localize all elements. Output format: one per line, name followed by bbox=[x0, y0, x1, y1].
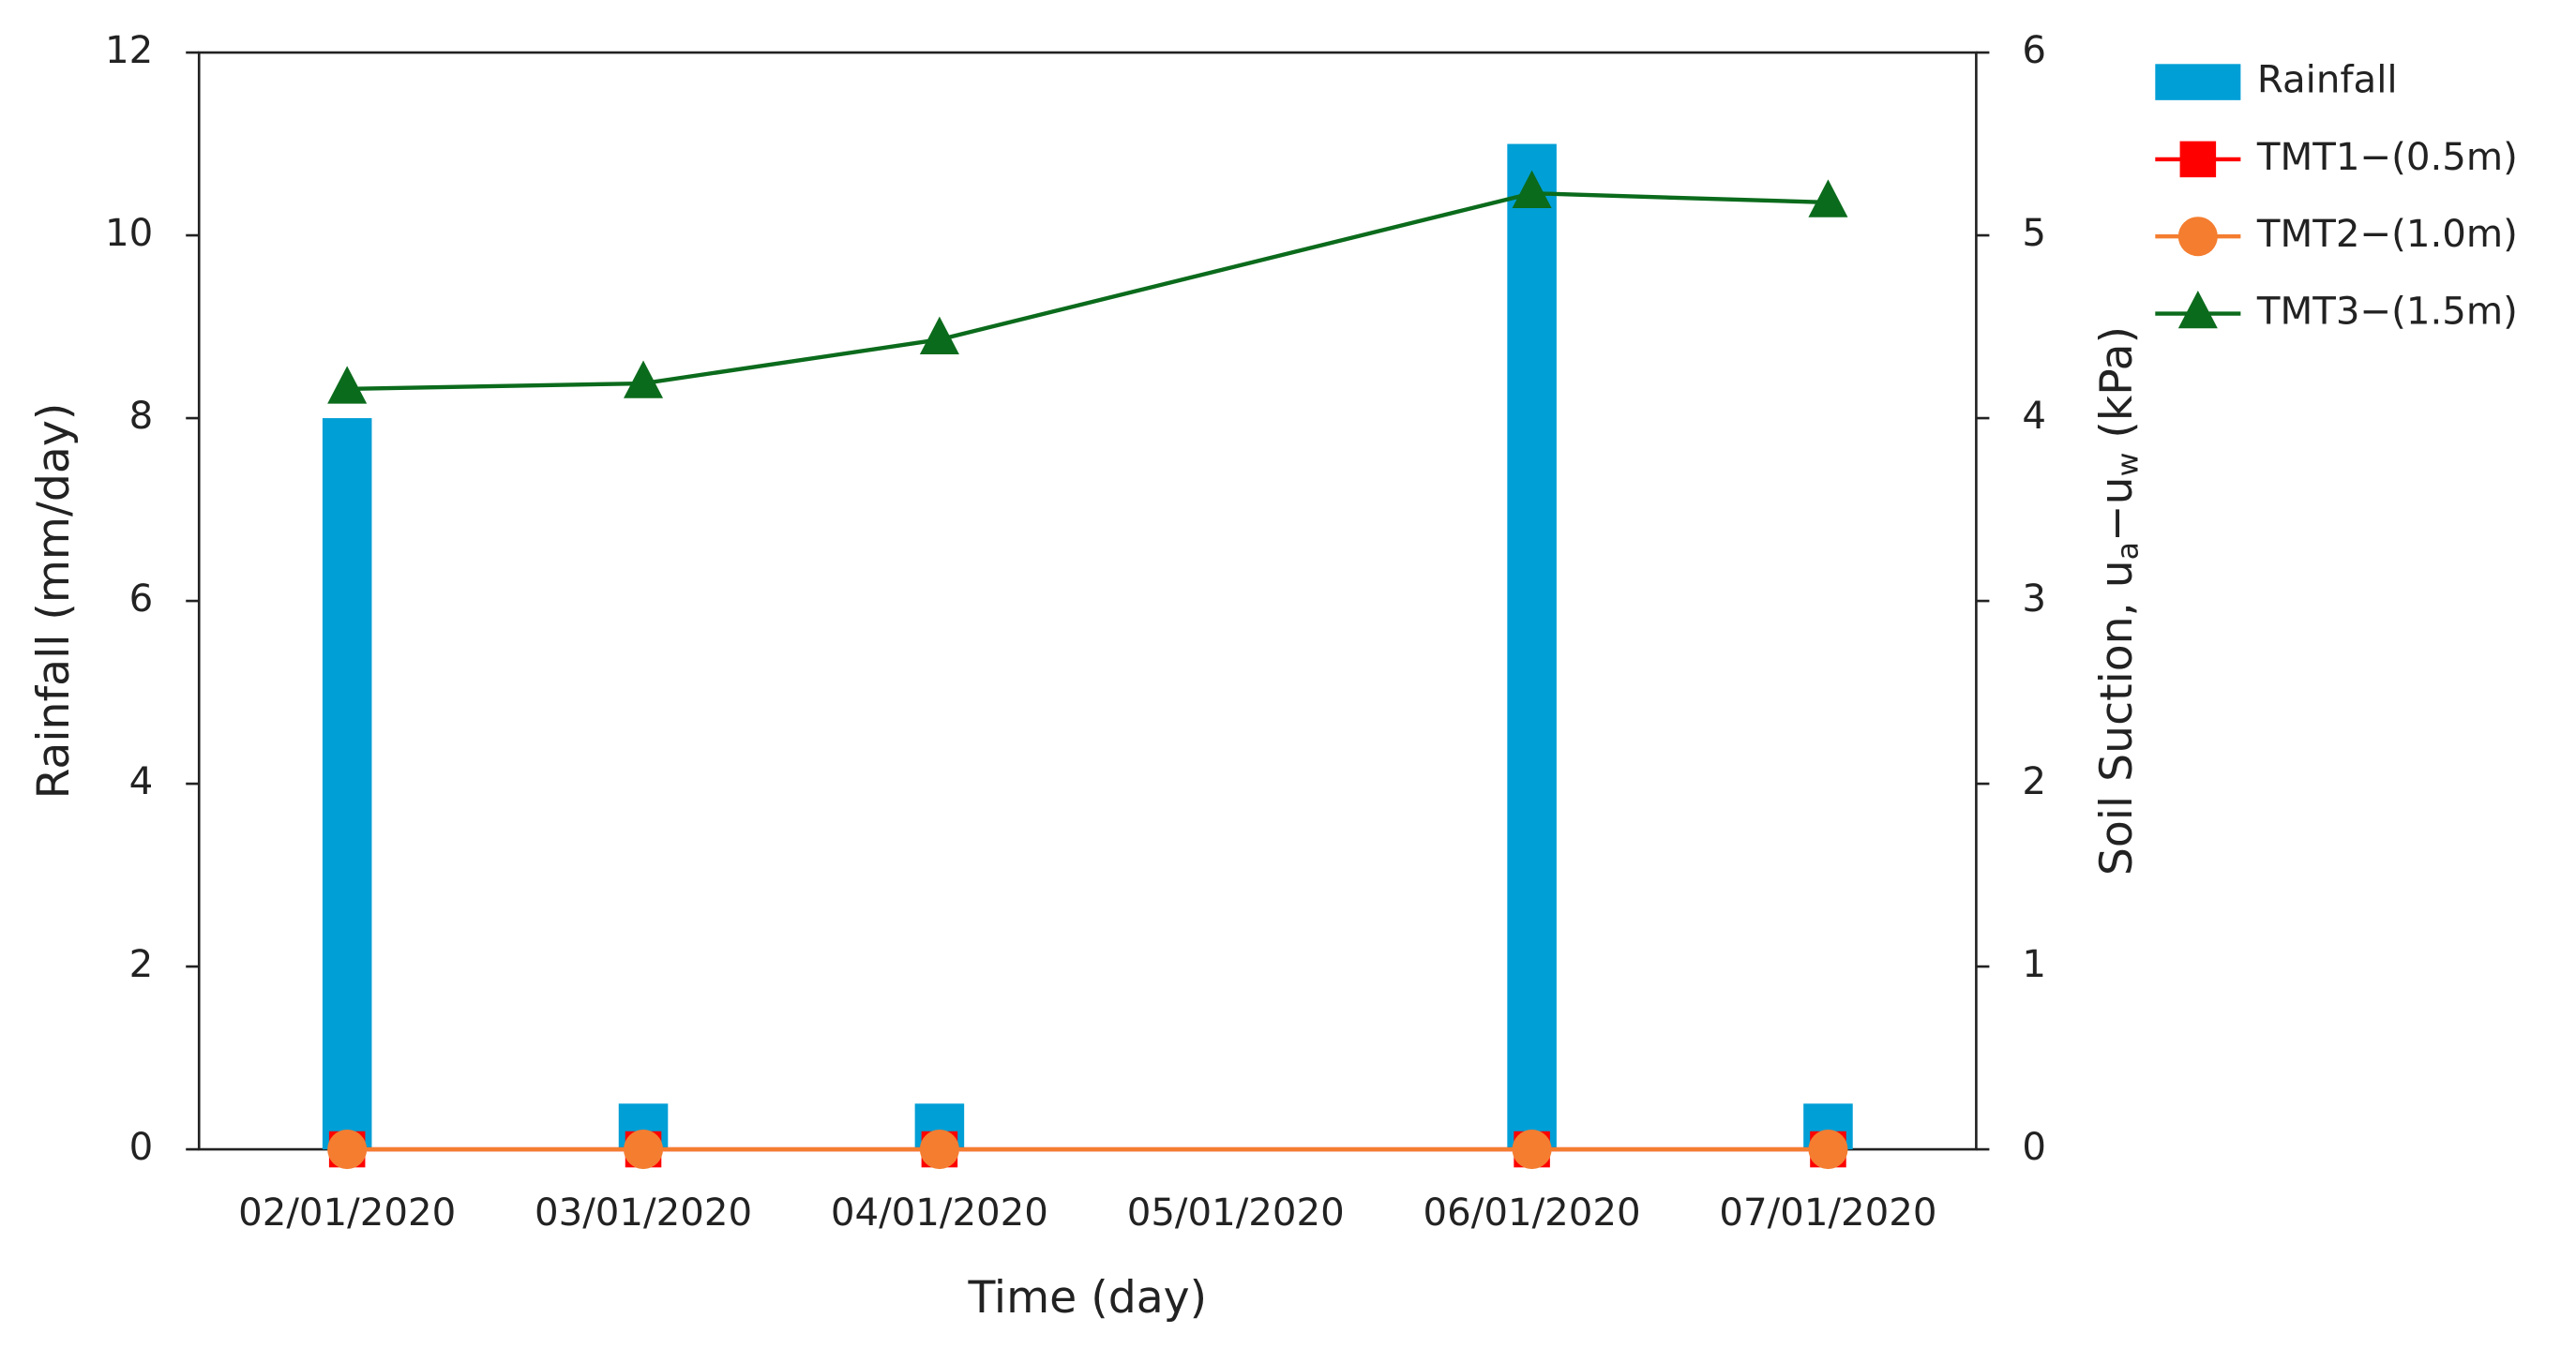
marker bbox=[1808, 1130, 1848, 1170]
bar bbox=[322, 418, 372, 1150]
x-axis-title: Time (day) bbox=[968, 1272, 1208, 1324]
y2-title-part: Soil Suction, u bbox=[2091, 560, 2143, 876]
x-tick-label: 05/01/2020 bbox=[1127, 1191, 1345, 1235]
y2-tick-label: 6 bbox=[2022, 29, 2046, 72]
y-tick-label: 4 bbox=[129, 760, 154, 803]
y2-title-part: (kPa) bbox=[2091, 326, 2143, 453]
y2-title-part: w bbox=[2111, 453, 2145, 477]
marker bbox=[919, 1130, 959, 1170]
line-segment bbox=[642, 337, 941, 386]
legend-label: TMT2−(1.0m) bbox=[2256, 213, 2518, 256]
y2-title-part: −u bbox=[2091, 476, 2143, 542]
y-tick-label: 10 bbox=[105, 212, 153, 255]
y-tick-label: 8 bbox=[129, 395, 154, 438]
marker bbox=[327, 366, 368, 404]
legend-marker bbox=[2177, 217, 2218, 257]
marker bbox=[624, 360, 664, 398]
legend-label: TMT1−(0.5m) bbox=[2256, 136, 2518, 179]
y2-tick-label: 0 bbox=[2022, 1126, 2046, 1169]
y2-axis-title: Soil Suction, ua−uw (kPa) bbox=[2091, 326, 2146, 876]
y-tick-label: 12 bbox=[105, 29, 153, 72]
line-segment bbox=[939, 191, 1533, 342]
marker bbox=[919, 316, 959, 354]
bar bbox=[1507, 143, 1557, 1150]
y2-tick-label: 5 bbox=[2022, 212, 2046, 255]
y2-tick-label: 1 bbox=[2022, 943, 2046, 986]
marker bbox=[327, 1130, 368, 1170]
legend-swatch bbox=[2155, 64, 2241, 100]
y2-tick-label: 2 bbox=[2022, 760, 2046, 803]
plot-frame bbox=[197, 51, 1978, 1151]
line-segment bbox=[1531, 191, 1829, 205]
x-tick-label: 07/01/2020 bbox=[1719, 1191, 1936, 1235]
y2-tick-label: 3 bbox=[2022, 577, 2046, 621]
line-segment bbox=[347, 381, 644, 392]
y-tick-label: 2 bbox=[129, 943, 154, 986]
marker bbox=[1808, 179, 1848, 217]
legend-marker bbox=[2179, 141, 2217, 178]
y-tick-label: 6 bbox=[129, 577, 154, 621]
legend-marker bbox=[2177, 291, 2218, 329]
x-tick-label: 06/01/2020 bbox=[1424, 1191, 1641, 1235]
marker bbox=[1512, 1130, 1552, 1170]
x-tick-label: 02/01/2020 bbox=[238, 1191, 456, 1235]
marker bbox=[624, 1130, 664, 1170]
x-tick-label: 03/01/2020 bbox=[535, 1191, 752, 1235]
legend-label: Rainfall bbox=[2257, 59, 2398, 102]
x-tick-label: 04/01/2020 bbox=[831, 1191, 1048, 1235]
legend-label: TMT3−(1.5m) bbox=[2256, 291, 2518, 334]
y-tick-label: 0 bbox=[129, 1126, 154, 1169]
y2-title-part: a bbox=[2111, 542, 2145, 560]
marker bbox=[1512, 170, 1552, 208]
y-axis-title: Rainfall (mm/day) bbox=[28, 403, 80, 800]
y2-tick-label: 4 bbox=[2022, 395, 2046, 438]
